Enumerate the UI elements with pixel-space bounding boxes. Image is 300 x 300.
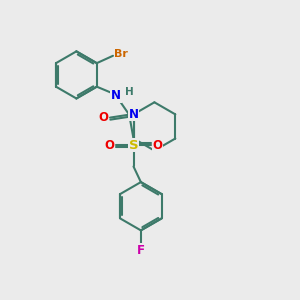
Text: F: F — [137, 244, 145, 256]
Text: S: S — [129, 139, 138, 152]
Text: H: H — [125, 87, 134, 97]
Text: O: O — [153, 139, 163, 152]
Text: Br: Br — [114, 49, 128, 59]
Text: O: O — [99, 111, 109, 124]
Text: O: O — [104, 139, 114, 152]
Text: N: N — [111, 89, 121, 102]
Text: N: N — [128, 108, 139, 121]
